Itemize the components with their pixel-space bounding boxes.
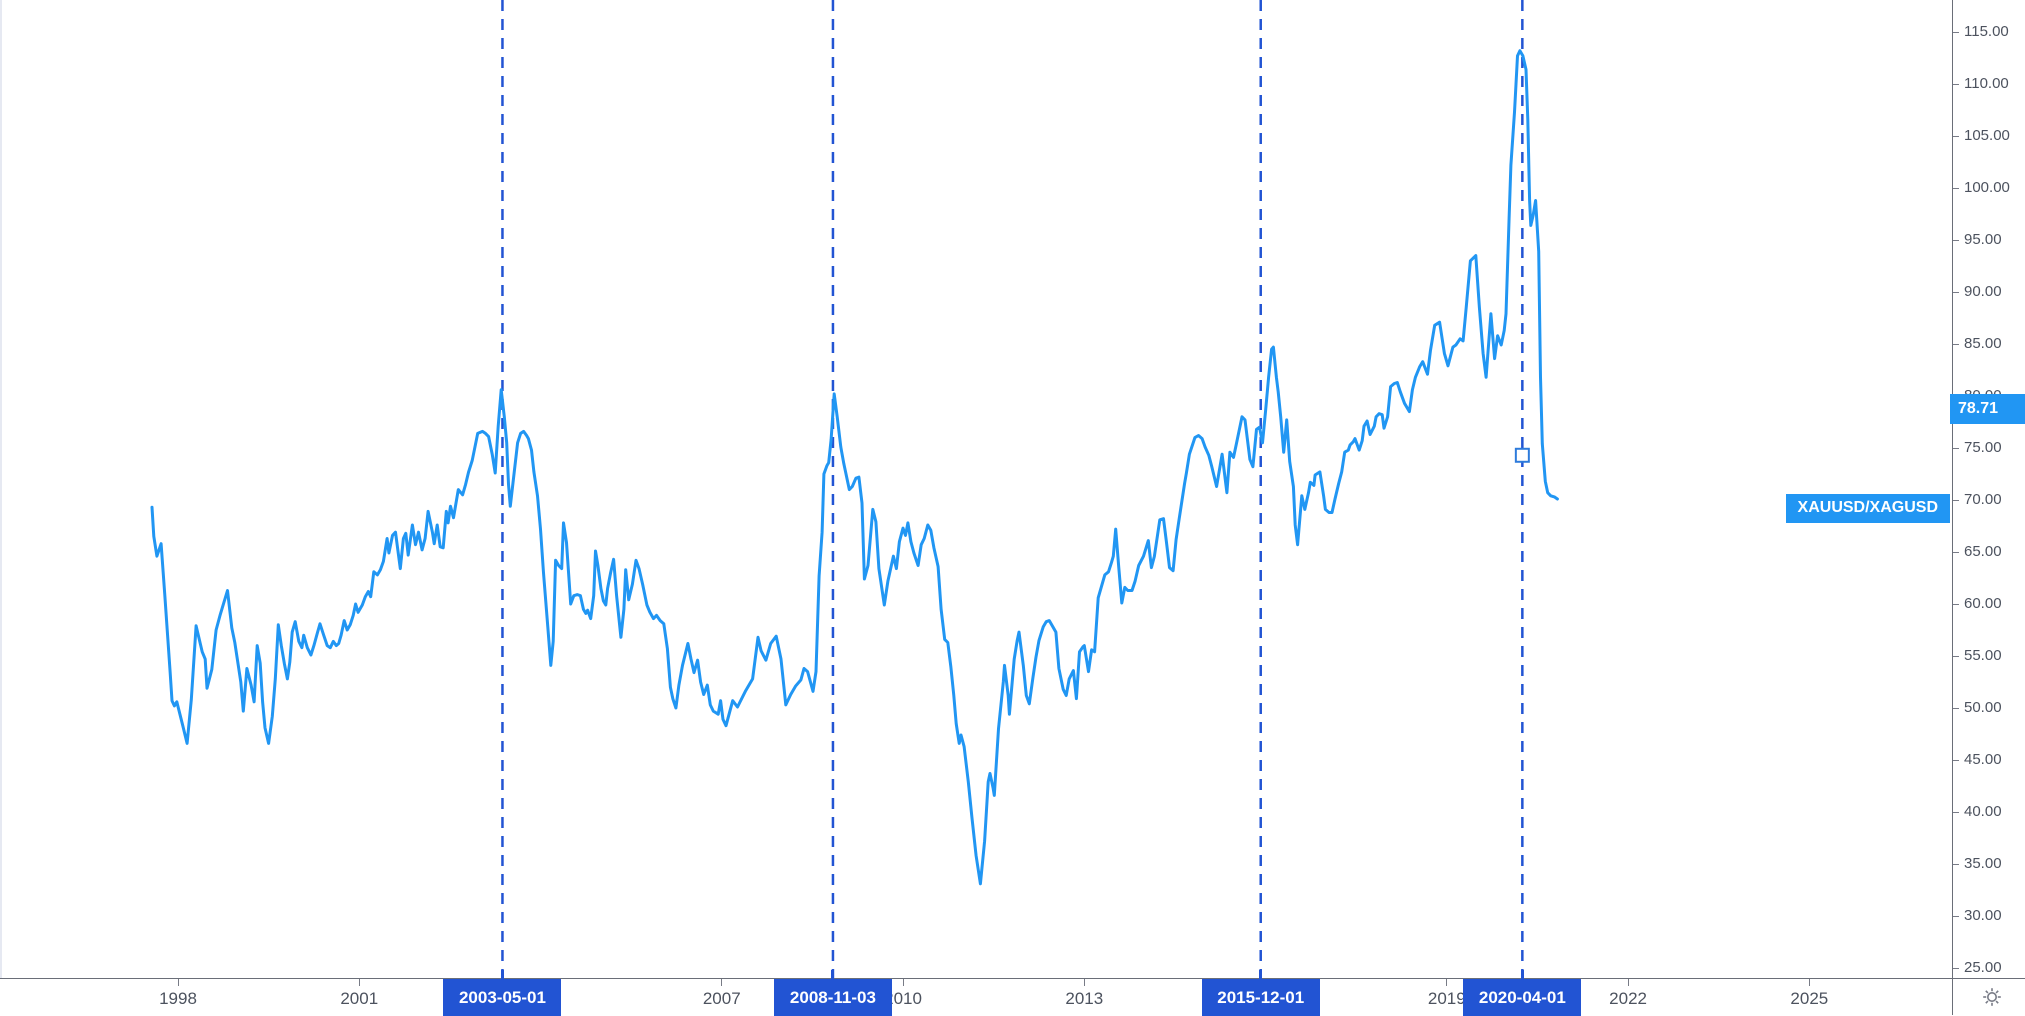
price-tick-45.00	[1953, 759, 1959, 761]
price-tick-50.00	[1953, 707, 1959, 709]
event-date-badge-2020-04-01[interactable]: 2020-04-01	[1463, 979, 1582, 1016]
time-tick-2025	[1808, 979, 1810, 986]
price-tick-label: 100.00	[1964, 179, 2010, 196]
time-tick-label: 2010	[884, 989, 922, 1008]
price-tick-75.00	[1953, 447, 1959, 449]
price-tick-label: 35.00	[1964, 855, 2002, 872]
price-tick-115.00	[1953, 31, 1959, 33]
time-tick-2007	[721, 979, 723, 986]
time-tick-2001	[358, 979, 360, 986]
event-date-badge-2003-05-01[interactable]: 2003-05-01	[443, 979, 562, 1016]
price-tick-label: 115.00	[1964, 23, 2009, 40]
time-tick-label: 2019	[1427, 989, 1466, 1008]
price-tick-label: 50.00	[1964, 699, 2002, 716]
time-axis-border	[0, 978, 2025, 979]
time-tick-label: 2013	[1065, 989, 1104, 1008]
price-tick-85.00	[1953, 343, 1959, 345]
last-price-value: 78.71	[1958, 400, 1999, 418]
last-price-label: 78.71	[1950, 394, 2025, 425]
price-tick-label: 30.00	[1964, 907, 2002, 924]
price-tick-label: 85.00	[1964, 335, 2002, 352]
event-date-badge-2015-12-01[interactable]: 2015-12-01	[1201, 979, 1320, 1016]
price-tick-label: 45.00	[1964, 751, 2002, 768]
price-tick-label: 25.00	[1964, 959, 2002, 976]
price-tick-label: 75.00	[1964, 439, 2002, 456]
time-tick-label: 2022	[1609, 989, 1647, 1008]
price-tick-label: 40.00	[1964, 803, 2002, 820]
time-tick-label: 2025	[1790, 989, 1829, 1008]
time-tick-2013	[1083, 979, 1085, 986]
price-tick-110.00	[1953, 83, 1959, 85]
price-tick-55.00	[1953, 655, 1959, 657]
time-tick-label: 2001	[340, 989, 379, 1008]
event-axis-tick-2015-12-01	[1259, 970, 1263, 979]
price-tick-label: 95.00	[1964, 231, 2002, 248]
price-tick-70.00	[1953, 499, 1959, 501]
time-tick-label: 2007	[702, 989, 741, 1008]
drawing-anchor-handle[interactable]	[1514, 447, 1530, 463]
chart-pane[interactable]	[0, 0, 1952, 978]
event-axis-tick-2003-05-01	[500, 970, 504, 979]
axis-settings-button[interactable]	[1978, 984, 2006, 1010]
price-tick-label: 70.00	[1964, 491, 2002, 508]
event-date-badge-2008-11-03[interactable]: 2008-11-03	[773, 979, 892, 1016]
event-axis-tick-2020-04-01	[1520, 970, 1524, 979]
price-line-chart[interactable]	[0, 0, 1952, 978]
price-axis-border	[1952, 0, 1953, 1015]
price-tick-100.00	[1953, 187, 1959, 189]
time-tick-2010	[902, 979, 904, 986]
gear-icon	[1983, 988, 2001, 1006]
time-tick-2022	[1627, 979, 1629, 986]
time-tick-1998	[177, 979, 179, 986]
price-tick-60.00	[1953, 603, 1959, 605]
symbol-name-badge: XAUUSD/XAGUSD	[1785, 493, 1950, 523]
price-tick-label: 105.00	[1964, 127, 2010, 144]
price-tick-label: 65.00	[1964, 543, 2002, 560]
time-axis[interactable]: 1998200120042007201020132016201920222025…	[0, 970, 1952, 1016]
price-tick-30.00	[1953, 915, 1959, 917]
price-tick-95.00	[1953, 239, 1959, 241]
price-tick-label: 110.00	[1964, 75, 2009, 92]
time-tick-2019	[1446, 979, 1448, 986]
price-tick-65.00	[1953, 551, 1959, 553]
price-tick-label: 55.00	[1964, 647, 2002, 664]
symbol-name-text: XAUUSD/XAGUSD	[1797, 499, 1938, 517]
series-line[interactable]	[150, 49, 1559, 886]
price-tick-90.00	[1953, 291, 1959, 293]
price-tick-35.00	[1953, 863, 1959, 865]
price-tick-105.00	[1953, 135, 1959, 137]
price-tick-label: 60.00	[1964, 595, 2002, 612]
time-tick-label: 1998	[159, 989, 197, 1008]
price-axis[interactable]: 115.00110.00105.00100.0095.0090.0085.008…	[1953, 0, 2025, 978]
pane-left-edge	[0, 0, 2, 978]
price-tick-40.00	[1953, 811, 1959, 813]
price-tick-label: 90.00	[1964, 283, 2002, 300]
price-tick-25.00	[1953, 967, 1959, 969]
event-axis-tick-2008-11-03	[831, 970, 835, 979]
